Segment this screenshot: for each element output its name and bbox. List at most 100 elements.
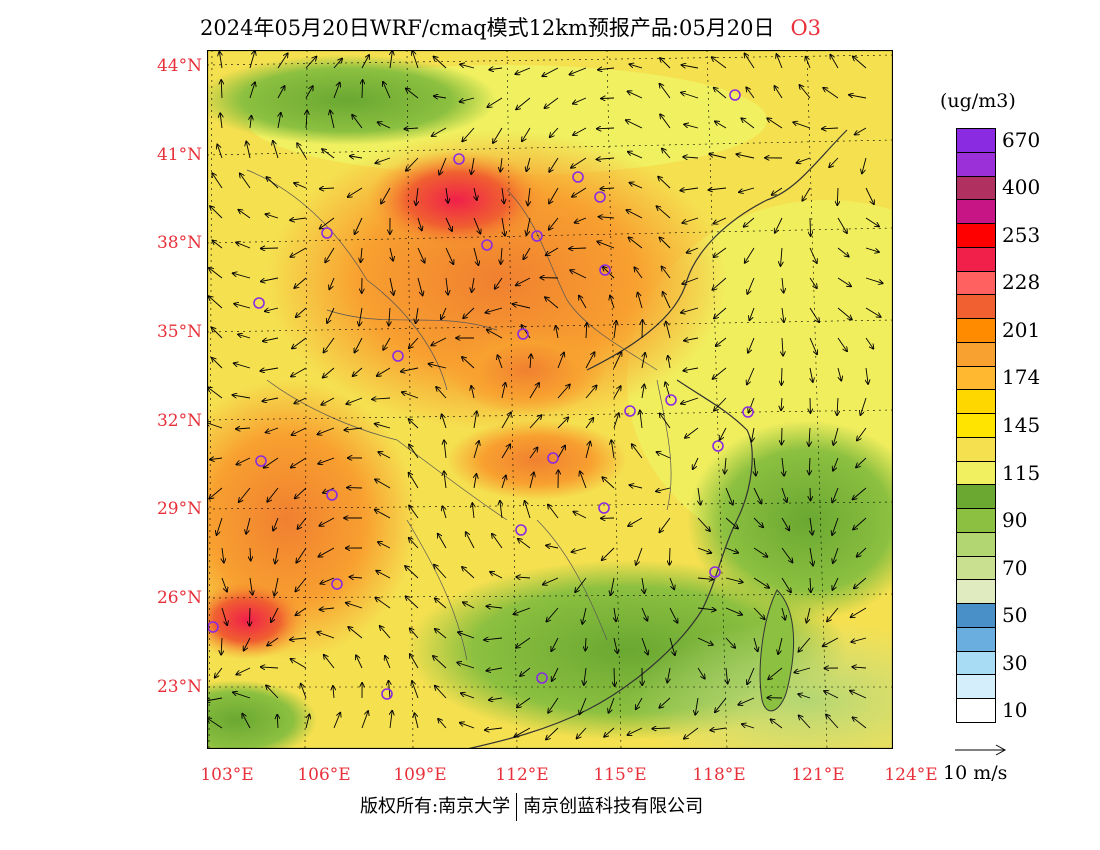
wind-arrow (472, 503, 474, 519)
wind-arrow (709, 154, 727, 159)
wind-arrow (274, 577, 279, 596)
wind-arrow (273, 141, 279, 159)
wind-arrow (290, 638, 307, 640)
wind-arrow (209, 268, 223, 279)
wind-arrow (473, 217, 480, 234)
wind-arrow (826, 715, 839, 729)
wind-arrow (782, 277, 784, 293)
wind-arrow (233, 395, 251, 399)
wind-arrow (657, 206, 671, 219)
wind-arrow (516, 637, 531, 648)
wind-arrow (438, 719, 447, 729)
wind-arrow (682, 217, 699, 223)
wind-arrow (500, 501, 502, 519)
wind-arrow (781, 487, 787, 502)
wind-arrow (782, 457, 784, 476)
wind-arrow (613, 413, 619, 429)
wind-arrow (697, 578, 713, 579)
footer-divider (516, 793, 518, 821)
wind-arrow (582, 607, 587, 624)
colorbar-swatch (956, 627, 996, 652)
wind-arrow (697, 637, 713, 645)
wind-arrow (489, 68, 503, 70)
wind-arrow (585, 418, 593, 429)
wind-arrow (263, 337, 279, 341)
wind-arrow (570, 67, 587, 75)
wind-arrow (327, 307, 335, 323)
wind-arrow (444, 471, 446, 489)
wind-arrow (546, 607, 559, 622)
colorbar-level-label: 228 (1002, 270, 1041, 295)
wind-arrow (212, 240, 223, 249)
forecast-map[interactable] (207, 50, 893, 749)
wind-arrow (806, 57, 811, 69)
wind-arrow (772, 187, 783, 195)
wind-arrow (556, 326, 558, 339)
wind-arrow (807, 607, 811, 623)
wind-arrow (823, 88, 839, 99)
wind-arrow (715, 121, 727, 129)
wind-arrow (445, 247, 453, 264)
colorbar-swatch (956, 152, 996, 177)
wind-arrow (659, 238, 671, 249)
wind-arrow (294, 277, 307, 288)
wind-arrow (725, 637, 735, 648)
wind-arrow (233, 273, 251, 279)
wind-arrow (809, 247, 817, 263)
wind-arrow (837, 217, 847, 233)
wind-arrow (291, 367, 307, 377)
colorbar-swatch (956, 319, 996, 343)
wind-arrow (462, 567, 475, 579)
wind-arrow (546, 247, 559, 255)
wind-arrow (725, 577, 743, 582)
wind-arrow (333, 686, 334, 699)
wind-arrow (414, 713, 419, 729)
lon-label-124: 124°E (884, 765, 938, 785)
wind-arrow (210, 458, 223, 460)
wind-arrow (242, 714, 251, 729)
wind-arrow (575, 577, 587, 592)
wind-arrow (613, 386, 621, 399)
wind-arrow (697, 547, 711, 553)
wind-vector-field (207, 51, 883, 740)
wind-arrow (236, 457, 251, 465)
wind-arrow (212, 173, 223, 189)
colorbar-swatch (956, 580, 996, 604)
wind-arrow (291, 659, 307, 669)
wind-arrow (320, 217, 335, 229)
wind-arrow (390, 247, 393, 261)
colorbar-unit: (ug/m3) (940, 90, 1016, 112)
wind-arrow (212, 328, 223, 339)
wind-arrow (346, 397, 363, 404)
wind-arrow (207, 718, 223, 729)
wind-arrow (212, 358, 223, 369)
wind-arrow (725, 457, 726, 474)
wind-arrow (376, 571, 391, 579)
wind-arrow (518, 539, 531, 549)
city-markers (207, 89, 754, 700)
wind-arrow (666, 322, 671, 339)
wind-arrow (614, 607, 616, 621)
wind-arrow (244, 637, 251, 651)
wind-arrow (516, 577, 531, 578)
wind-arrow (585, 386, 597, 399)
wind-arrow (753, 607, 765, 619)
wind-arrow (747, 277, 755, 294)
wind-arrow (669, 547, 670, 565)
colorbar-level-label: 670 (1002, 127, 1041, 152)
wind-arrow (656, 487, 671, 491)
lon-label-112: 112°E (495, 765, 549, 785)
wind-arrow (597, 128, 615, 129)
wind-arrow (221, 577, 227, 592)
wind-arrow (810, 487, 811, 500)
wind-arrow (853, 517, 867, 530)
wind-arrow (833, 457, 839, 471)
wind-arrow (442, 414, 447, 429)
wind-arrow (435, 598, 447, 609)
wind-arrow (579, 296, 587, 309)
wind-arrow (682, 65, 699, 69)
wind-arrow (865, 307, 881, 317)
wind-arrow (377, 367, 391, 376)
wind-arrow (375, 157, 391, 163)
wind-arrow (295, 487, 307, 498)
